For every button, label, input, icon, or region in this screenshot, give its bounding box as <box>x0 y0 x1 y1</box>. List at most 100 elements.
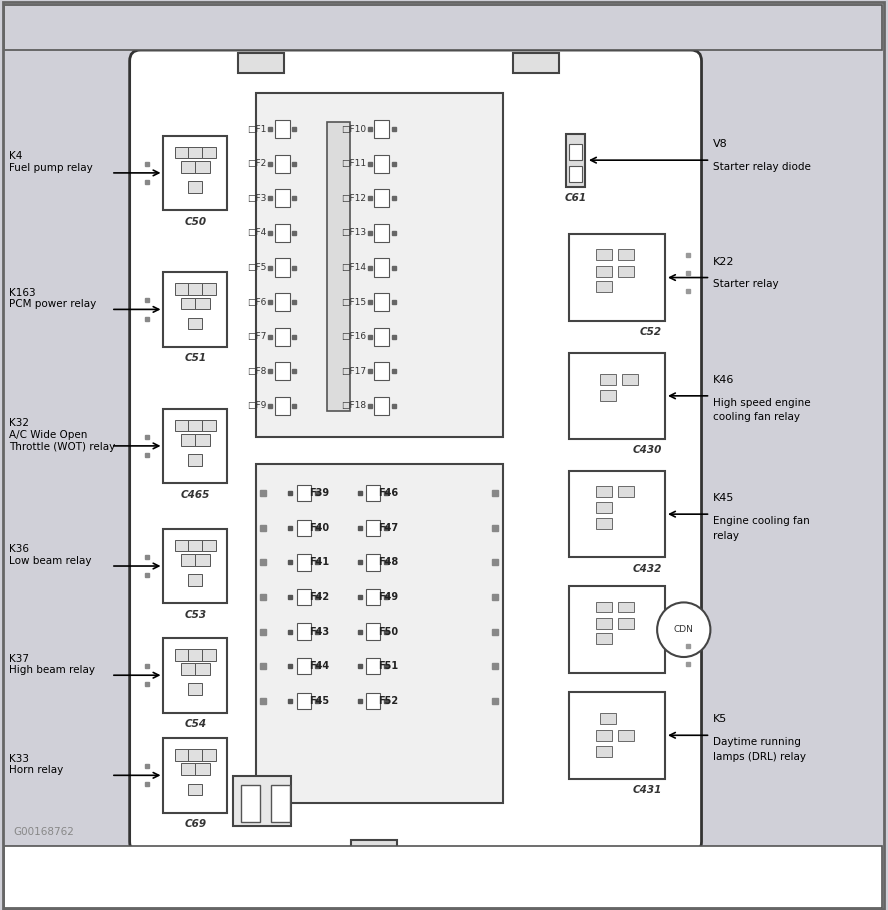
Bar <box>202 540 216 551</box>
Text: □F3: □F3 <box>247 194 266 203</box>
Text: K33
Horn relay: K33 Horn relay <box>9 753 63 775</box>
Text: F52: F52 <box>378 696 399 705</box>
Bar <box>188 749 202 761</box>
Bar <box>374 224 389 242</box>
Text: □F13: □F13 <box>341 228 366 238</box>
Bar <box>274 258 289 277</box>
Bar <box>188 181 202 193</box>
Bar <box>274 362 289 380</box>
Text: C431: C431 <box>632 784 662 794</box>
Bar <box>195 161 210 173</box>
Bar <box>202 147 216 158</box>
Text: F49: F49 <box>378 592 399 602</box>
Bar <box>569 353 665 440</box>
Bar <box>351 840 397 862</box>
Bar <box>274 293 289 311</box>
Text: F46: F46 <box>378 489 399 498</box>
Bar <box>374 258 389 277</box>
Bar <box>241 785 260 822</box>
Text: Courtesy of ISUZU MOTOR CO.: Courtesy of ISUZU MOTOR CO. <box>348 871 540 884</box>
Bar <box>274 397 289 415</box>
Bar <box>274 189 289 207</box>
Text: C53: C53 <box>185 610 206 620</box>
Text: F47: F47 <box>378 523 399 532</box>
Bar <box>327 122 350 411</box>
Bar <box>188 420 202 431</box>
Text: C61: C61 <box>565 193 586 203</box>
Bar <box>596 518 612 529</box>
Bar <box>274 224 289 242</box>
Bar <box>163 738 227 813</box>
Text: F43: F43 <box>309 627 329 636</box>
Bar <box>618 486 634 497</box>
Bar <box>569 586 665 673</box>
Text: □F4: □F4 <box>247 228 266 238</box>
Bar <box>374 397 389 415</box>
Bar <box>175 540 189 551</box>
Bar <box>188 318 202 329</box>
Text: □F15: □F15 <box>341 298 366 307</box>
Text: C50: C50 <box>185 217 206 227</box>
Bar <box>188 574 202 586</box>
Bar <box>274 155 289 173</box>
Bar <box>188 454 202 466</box>
Bar <box>374 293 389 311</box>
Text: F51: F51 <box>378 662 399 671</box>
Bar <box>181 161 195 173</box>
Text: □F7: □F7 <box>247 332 266 341</box>
Text: K5: K5 <box>713 714 727 724</box>
Text: □F1: □F1 <box>247 125 266 134</box>
Text: K163
PCM power relay: K163 PCM power relay <box>9 288 96 309</box>
Bar <box>297 520 311 536</box>
Text: Starter relay: Starter relay <box>713 279 779 289</box>
Bar <box>374 328 389 346</box>
Text: K32
A/C Wide Open
Throttle (WOT) relay: K32 A/C Wide Open Throttle (WOT) relay <box>9 419 115 451</box>
Bar <box>188 649 202 661</box>
Bar <box>366 520 380 536</box>
Text: CDN: CDN <box>674 625 694 634</box>
Text: K22: K22 <box>713 257 734 267</box>
Text: Daytime running: Daytime running <box>713 737 801 747</box>
Bar <box>366 485 380 501</box>
Text: F41: F41 <box>309 558 329 567</box>
Bar <box>374 155 389 173</box>
Bar <box>195 663 210 675</box>
Text: □F9: □F9 <box>247 401 266 410</box>
Bar <box>622 374 638 385</box>
Bar <box>366 589 380 605</box>
Bar <box>596 266 612 277</box>
Text: K46: K46 <box>713 375 734 385</box>
Bar <box>596 502 612 513</box>
Bar <box>256 93 503 437</box>
Bar <box>188 683 202 695</box>
Bar <box>163 409 227 483</box>
Text: C51: C51 <box>185 353 206 363</box>
Text: Components: Components <box>471 20 568 35</box>
Bar <box>175 147 189 158</box>
Bar <box>175 420 189 431</box>
Text: lamps (DRL) relay: lamps (DRL) relay <box>713 752 806 762</box>
Text: F40: F40 <box>309 523 329 532</box>
Bar <box>233 776 291 826</box>
Text: Starter relay diode: Starter relay diode <box>713 162 811 172</box>
Bar <box>274 328 289 346</box>
FancyBboxPatch shape <box>130 50 702 853</box>
Bar <box>596 633 612 644</box>
Bar <box>569 471 665 557</box>
Bar <box>297 658 311 674</box>
Text: □F17: □F17 <box>341 367 366 376</box>
Text: relay: relay <box>713 531 739 541</box>
Text: □F6: □F6 <box>247 298 266 307</box>
Bar <box>256 464 503 803</box>
Text: K36
Low beam relay: K36 Low beam relay <box>9 544 91 566</box>
Bar <box>566 134 585 187</box>
Bar <box>569 692 665 778</box>
Text: F45: F45 <box>309 696 329 705</box>
Bar <box>596 730 612 741</box>
Text: C69: C69 <box>185 819 206 829</box>
Bar <box>596 486 612 497</box>
Text: Fig 1: Identifying: Fig 1: Identifying <box>13 20 140 35</box>
Circle shape <box>657 602 710 657</box>
Bar <box>4 5 882 50</box>
Bar <box>188 540 202 551</box>
